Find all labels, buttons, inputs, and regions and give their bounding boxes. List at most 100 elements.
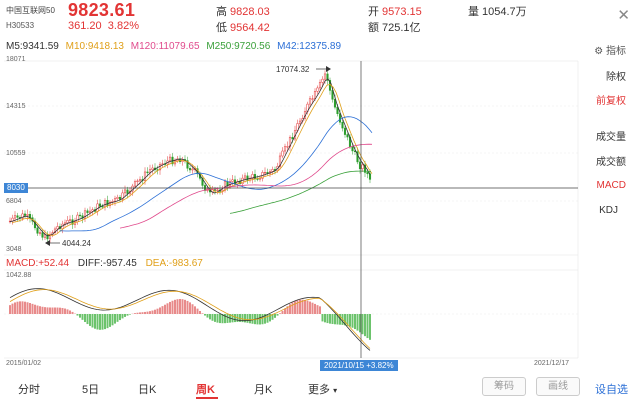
macd-bar xyxy=(101,314,104,330)
side-item-forward-adjust[interactable]: 前复权 xyxy=(596,96,626,107)
macd-bar xyxy=(146,311,149,314)
candle xyxy=(191,168,194,171)
macd-bar xyxy=(331,314,334,325)
change-percent: 3.82% xyxy=(107,20,139,32)
candle xyxy=(138,179,142,182)
candle xyxy=(336,106,339,114)
peak-label: 17074.32 xyxy=(276,65,310,74)
candle xyxy=(308,98,312,105)
candle xyxy=(213,189,217,191)
candle xyxy=(48,234,52,240)
macd-bar xyxy=(66,309,69,314)
macd-bar xyxy=(359,314,361,333)
trough-label: 4044.24 xyxy=(62,239,91,248)
macd-bar xyxy=(326,314,329,324)
macd-bar xyxy=(116,314,119,322)
macd-bar xyxy=(159,307,161,314)
price-change: 361.20 3.82% xyxy=(68,20,139,32)
macd-bar xyxy=(151,310,154,314)
high-stat: 高 9828.03 xyxy=(216,6,270,18)
macd-histogram xyxy=(9,298,371,340)
macd-bar xyxy=(181,299,184,314)
ma5-line xyxy=(9,78,371,237)
side-item-macd[interactable]: MACD xyxy=(596,180,626,191)
macd-bar xyxy=(361,314,364,335)
candle xyxy=(326,73,329,81)
candle xyxy=(243,175,247,179)
ma42-line xyxy=(59,116,373,232)
macd-bar xyxy=(284,308,286,314)
macd-bar xyxy=(164,304,166,314)
macd-bar xyxy=(354,314,356,330)
candle xyxy=(361,164,364,169)
candle xyxy=(366,172,369,175)
price-axis-3: 10559 xyxy=(6,150,26,157)
add-watchlist-button[interactable]: 设自选 xyxy=(595,384,628,396)
macd-bar xyxy=(104,314,106,330)
macd-bar xyxy=(261,314,264,325)
macd-bar xyxy=(24,301,26,314)
candle xyxy=(106,200,109,206)
active-tab-indicator xyxy=(196,397,218,399)
macd-axis-top: 1042.88 xyxy=(6,272,32,279)
candle xyxy=(41,232,44,238)
side-item-turnover[interactable]: 成交额 xyxy=(596,157,626,168)
side-item-volume[interactable]: 成交量 xyxy=(596,132,626,143)
macd-bar xyxy=(241,314,244,323)
macd-bar xyxy=(224,314,226,324)
draw-line-button[interactable]: 画线 xyxy=(536,377,580,396)
ma42-label: M42:12375.89 xyxy=(277,41,342,52)
indicator-settings-button[interactable]: ⚙ 指标 xyxy=(594,46,626,57)
macd-bar xyxy=(9,305,11,314)
candle xyxy=(271,169,274,172)
macd-bar xyxy=(319,306,321,314)
peak-annotation: 17074.32 xyxy=(276,65,331,74)
macd-bar xyxy=(11,303,14,314)
tab-monthly-k[interactable]: 月K xyxy=(254,384,273,396)
macd-bar xyxy=(86,314,89,325)
ma10-line xyxy=(11,83,373,236)
candle xyxy=(313,91,317,99)
macd-bar xyxy=(166,303,169,314)
start-date: 2015/01/02 xyxy=(6,360,42,367)
candle xyxy=(88,210,92,213)
macd-bar xyxy=(56,307,59,314)
candle xyxy=(136,180,139,182)
macd-bar xyxy=(154,309,156,314)
macd-bar xyxy=(41,306,44,314)
macd-bar xyxy=(216,314,219,323)
side-item-ex-rights[interactable]: 除权 xyxy=(606,72,626,83)
chips-button[interactable]: 筹码 xyxy=(482,377,526,396)
candle xyxy=(21,213,24,219)
macd-bar xyxy=(141,312,144,314)
candle xyxy=(26,214,29,216)
macd-bar xyxy=(206,314,209,318)
macd-bar xyxy=(351,314,354,328)
macd-bar xyxy=(349,314,351,327)
macd-bar xyxy=(251,314,254,324)
macd-bar xyxy=(279,313,281,314)
price-axis-top: 18071 xyxy=(6,56,26,63)
macd-bar xyxy=(139,312,141,314)
tab-more[interactable]: 更多 ▾ xyxy=(308,384,338,396)
macd-bar xyxy=(196,308,199,314)
tab-intraday[interactable]: 分时 xyxy=(18,384,40,396)
tab-daily-k[interactable]: 日K xyxy=(138,384,157,396)
ma250-line xyxy=(229,170,372,214)
trough-annotation: 4044.24 xyxy=(45,239,91,248)
open-stat: 开 9573.15 xyxy=(368,6,422,18)
tab-5day[interactable]: 5日 xyxy=(82,384,100,396)
side-item-kdj[interactable]: KDJ xyxy=(599,205,618,216)
candle xyxy=(96,203,99,212)
macd-bar xyxy=(301,299,304,314)
candle xyxy=(291,137,294,140)
tab-weekly-k[interactable]: 周K xyxy=(196,384,215,396)
candle xyxy=(108,201,112,206)
macd-bar xyxy=(184,299,186,314)
close-icon[interactable]: ✕ xyxy=(617,7,630,24)
candle xyxy=(143,171,147,181)
macd-bar xyxy=(59,307,61,314)
macd-bar xyxy=(21,301,24,314)
candle xyxy=(278,155,282,167)
